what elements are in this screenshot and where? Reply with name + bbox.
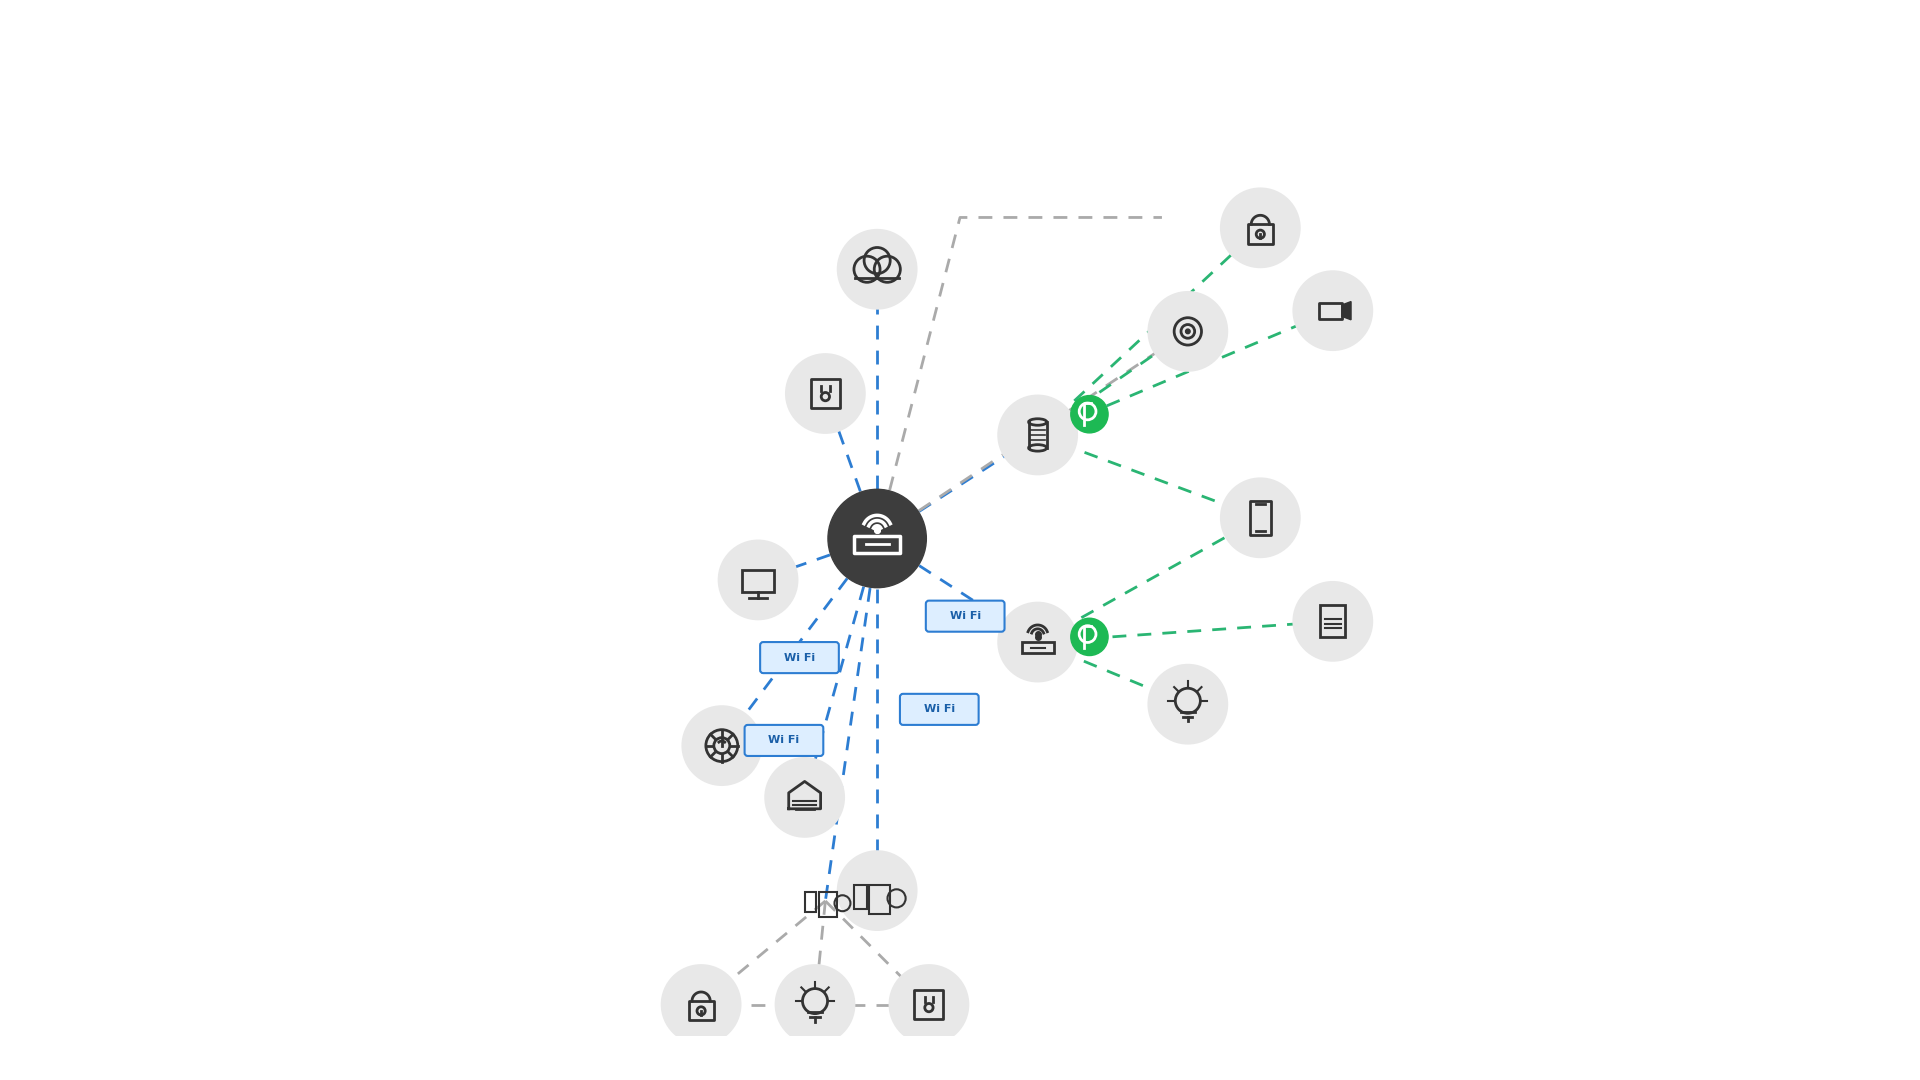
Bar bbox=[689, 1001, 714, 1021]
FancyBboxPatch shape bbox=[745, 725, 824, 756]
FancyBboxPatch shape bbox=[900, 693, 979, 725]
Circle shape bbox=[718, 541, 797, 619]
Circle shape bbox=[837, 230, 916, 309]
Circle shape bbox=[998, 603, 1077, 681]
Bar bbox=[870, 886, 891, 914]
Bar bbox=[1321, 606, 1346, 637]
FancyBboxPatch shape bbox=[925, 600, 1004, 632]
Circle shape bbox=[837, 851, 916, 930]
Circle shape bbox=[1071, 395, 1108, 433]
Text: Wi Fi: Wi Fi bbox=[950, 611, 981, 621]
Circle shape bbox=[889, 966, 968, 1044]
Circle shape bbox=[1148, 665, 1227, 743]
Circle shape bbox=[998, 395, 1077, 474]
Circle shape bbox=[785, 354, 864, 433]
Text: Wi Fi: Wi Fi bbox=[924, 704, 954, 714]
Circle shape bbox=[766, 758, 845, 837]
Circle shape bbox=[662, 966, 741, 1044]
Bar bbox=[1248, 225, 1273, 244]
Bar bbox=[743, 569, 774, 593]
Polygon shape bbox=[1342, 301, 1352, 320]
Bar bbox=[810, 379, 839, 408]
Text: Wi Fi: Wi Fi bbox=[768, 735, 799, 745]
Circle shape bbox=[828, 489, 925, 588]
Circle shape bbox=[1071, 618, 1108, 656]
Circle shape bbox=[1221, 189, 1300, 267]
Bar bbox=[804, 892, 816, 913]
Bar bbox=[854, 536, 900, 553]
Text: Wi Fi: Wi Fi bbox=[783, 652, 816, 663]
Circle shape bbox=[1221, 478, 1300, 557]
Bar bbox=[854, 886, 866, 908]
Circle shape bbox=[1185, 329, 1190, 334]
Text: Other Protocols: Other Protocols bbox=[751, 1076, 858, 1080]
FancyBboxPatch shape bbox=[739, 1063, 872, 1080]
Circle shape bbox=[1148, 292, 1227, 370]
Circle shape bbox=[1294, 271, 1373, 350]
Bar bbox=[818, 892, 837, 917]
Bar bbox=[914, 990, 943, 1020]
Bar bbox=[1250, 501, 1271, 535]
Circle shape bbox=[776, 966, 854, 1044]
Circle shape bbox=[1294, 582, 1373, 661]
FancyBboxPatch shape bbox=[760, 642, 839, 673]
Circle shape bbox=[682, 706, 760, 785]
Bar bbox=[1319, 302, 1342, 319]
Bar bbox=[1021, 642, 1054, 653]
